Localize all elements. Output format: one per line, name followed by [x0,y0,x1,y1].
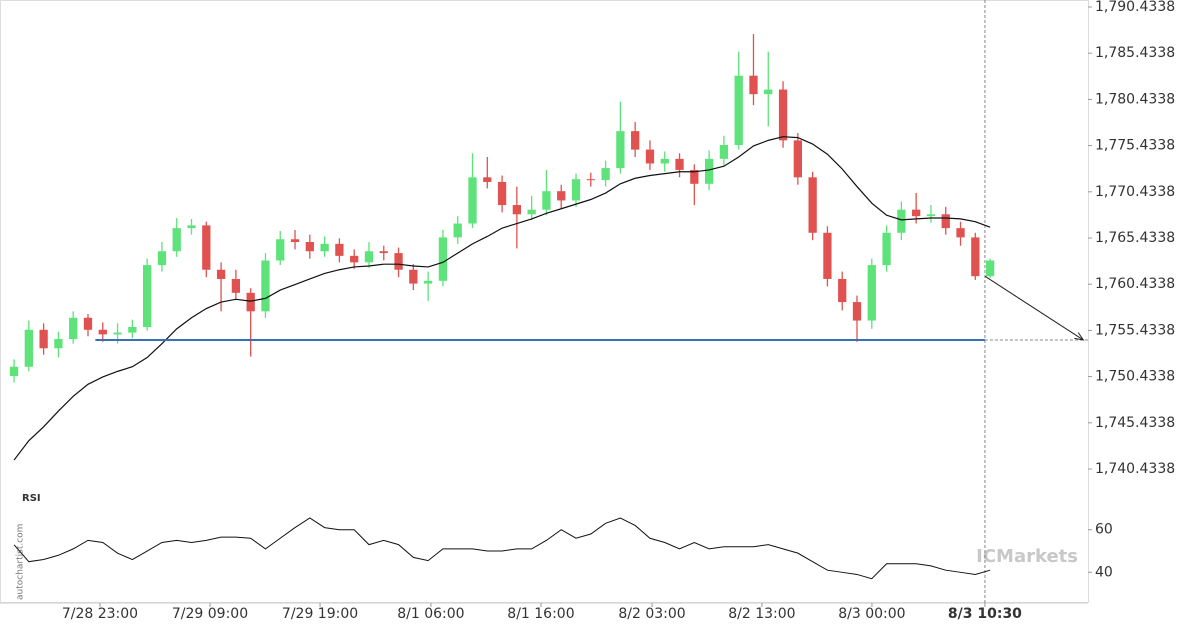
candle-body [512,205,522,215]
candle-body [971,237,980,277]
candle-body [290,239,300,243]
candle-body [631,131,640,150]
candle-body [143,265,152,328]
candle-body [749,75,758,95]
y-tick-label: 1,790.4338 [1095,0,1175,15]
candle-body [261,260,270,312]
candle-body [616,131,625,169]
candle-body [956,228,965,238]
candle-body [305,242,314,252]
y-tick-label: 1,785.4338 [1095,45,1175,61]
candle-body [912,209,921,217]
x-tick-label: 8/2 13:00 [728,606,795,622]
candle-body [276,239,285,261]
x-tick-label: 7/29 19:00 [282,606,358,622]
candle-body [941,214,950,229]
candle-body [571,179,581,201]
candle-body [157,251,167,266]
y-tick-label: 1,765.4338 [1095,230,1175,246]
candle-body [409,269,418,284]
y-tick-label: 1,775.4338 [1095,138,1175,154]
candle-body [734,75,743,145]
x-tick-label: 8/1 16:00 [507,606,574,622]
candle-body [54,339,63,349]
candle-body [527,209,536,215]
watermark: autochartist.com [16,524,26,600]
x-tick-label: 7/29 09:00 [172,606,248,622]
y-tick-label: 1,740.4338 [1095,461,1175,477]
candle-body [24,329,33,367]
candle-body [379,251,388,254]
rsi-tick-label: 40 [1095,564,1113,580]
candle-body [719,144,729,159]
candle-body [187,225,196,229]
candle-body [586,179,595,181]
candle-body [542,191,551,210]
candle-body [483,177,492,182]
candle-body [675,158,684,170]
candle-body [897,209,906,233]
candle-body [9,366,19,376]
x-tick-label: 8/3 00:00 [838,606,905,622]
candle-body [364,251,374,263]
x-tick-label: 7/28 23:00 [62,606,138,622]
candle-body [202,225,211,270]
candle-body [557,191,566,201]
candle-body [690,169,699,184]
brand: ICMarkets [976,546,1078,567]
rsi-tick-label: 60 [1095,522,1113,538]
candle-body [39,329,48,349]
candle-body [350,255,359,263]
candle-body [764,89,773,95]
candle-body [128,327,137,333]
candle-body [882,232,891,266]
candle-body [985,260,995,277]
rsi-line [13,517,991,580]
candle-body [468,177,477,224]
y-tick-label: 1,780.4338 [1095,91,1175,107]
candle-body [98,329,107,335]
candle-body [778,89,788,141]
y-tick-label: 1,750.4338 [1095,369,1175,385]
candle-body [172,228,181,252]
forecast-arrow-head [1074,332,1085,341]
y-tick-label: 1,745.4338 [1095,415,1175,431]
candle-body [867,265,876,321]
candle-body [423,280,433,284]
candle-body [852,302,862,321]
candle-body [453,223,462,238]
x-tick-label: 8/3 10:30 [948,606,1022,622]
candle-body [660,158,669,164]
candle-body [793,140,802,178]
y-tick-label: 1,755.4338 [1095,322,1175,338]
forecast-arrow [984,275,1084,341]
candle-body [438,237,448,281]
candle-body [823,232,832,279]
candle-body [246,292,255,312]
candle-body [838,278,847,303]
candle-body [113,332,122,335]
candle-body [497,181,507,206]
candle-body [320,243,329,252]
candle-body [335,243,344,256]
candle-body [216,269,226,279]
candle-body [69,317,78,340]
candle-body [704,158,714,184]
x-tick-label: 8/1 06:00 [397,606,464,622]
moving-average [13,136,991,461]
x-tick-label: 8/2 03:00 [618,606,685,622]
candle-body [394,253,403,270]
candle-body [231,278,241,293]
plot-frame [0,0,1089,603]
rsi-label: RSI [22,493,41,504]
candle-body [83,317,93,330]
candle-body [808,177,817,233]
y-tick-label: 1,760.4338 [1095,276,1175,292]
y-tick-label: 1,770.4338 [1095,184,1175,200]
candle-body [645,149,655,164]
candle-body [601,168,610,181]
candle-body [926,214,936,217]
